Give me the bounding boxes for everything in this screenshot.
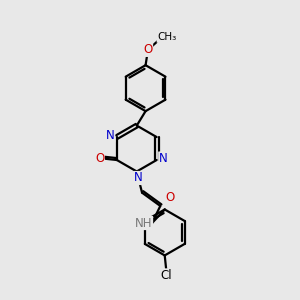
Text: N: N: [134, 172, 142, 184]
Text: O: O: [143, 44, 153, 56]
Text: O: O: [95, 152, 104, 165]
Text: N: N: [159, 152, 167, 165]
Text: Cl: Cl: [160, 269, 172, 282]
Text: NH: NH: [135, 217, 153, 230]
Text: N: N: [106, 129, 115, 142]
Text: O: O: [165, 191, 174, 204]
Text: CH₃: CH₃: [157, 32, 176, 42]
